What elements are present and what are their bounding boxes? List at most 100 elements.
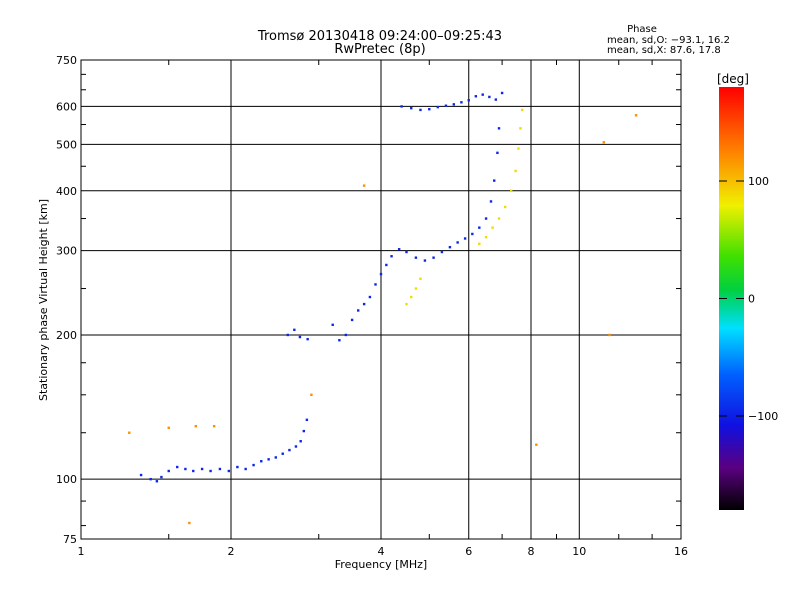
- data-point: [493, 179, 496, 182]
- x-tick-label: 2: [228, 545, 235, 558]
- data-point: [520, 108, 524, 112]
- data-point: [478, 242, 481, 245]
- data-point: [484, 217, 488, 220]
- data-point: [497, 127, 501, 130]
- data-point: [484, 235, 488, 239]
- data-point: [379, 272, 383, 276]
- x-axis-label: Frequency [MHz]: [335, 558, 427, 571]
- data-point: [350, 318, 354, 322]
- data-point: [496, 151, 499, 155]
- data-point: [267, 458, 270, 461]
- data-point: [423, 259, 427, 262]
- data-point: [293, 328, 296, 332]
- data-point: [478, 226, 481, 229]
- data-point: [471, 232, 474, 236]
- data-point: [192, 469, 195, 473]
- data-point: [298, 335, 302, 339]
- data-point: [463, 237, 467, 240]
- data-point: [200, 467, 204, 471]
- y-tick-label: 100: [56, 473, 77, 486]
- data-point: [608, 333, 611, 337]
- data-point: [299, 440, 302, 443]
- data-point: [410, 295, 413, 299]
- data-point: [294, 445, 298, 448]
- data-point: [128, 431, 131, 434]
- y-tick-label: 600: [56, 100, 77, 113]
- data-point: [535, 443, 538, 446]
- data-point: [491, 226, 494, 229]
- data-point: [212, 424, 216, 428]
- data-point: [385, 263, 388, 267]
- data-point: [452, 103, 456, 106]
- data-point: [302, 429, 306, 433]
- data-point: [419, 277, 422, 280]
- data-point: [405, 250, 408, 254]
- chart-subtitle: RwPretec (8p): [334, 42, 425, 57]
- data-point: [509, 189, 513, 192]
- data-point: [184, 467, 187, 471]
- data-point: [288, 448, 291, 452]
- y-tick-label: 200: [56, 329, 77, 342]
- data-point: [400, 105, 403, 108]
- y-tick-label: 500: [56, 138, 77, 151]
- data-point: [155, 480, 159, 483]
- data-point: [310, 393, 313, 397]
- data-point: [281, 452, 284, 455]
- data-point: [414, 287, 418, 290]
- data-point: [488, 95, 491, 99]
- data-point: [467, 99, 470, 102]
- y-tick-label: 300: [56, 245, 77, 258]
- data-point: [390, 255, 393, 258]
- colorbar-tick-label: −100: [748, 410, 778, 423]
- x-tick-label: 4: [378, 545, 385, 558]
- x-tick-label: 8: [528, 545, 535, 558]
- data-point: [344, 333, 348, 337]
- data-point: [517, 147, 520, 150]
- data-point: [176, 465, 179, 469]
- data-point: [414, 256, 418, 259]
- data-point: [500, 91, 504, 95]
- data-point: [362, 302, 366, 306]
- data-point: [286, 333, 289, 337]
- data-point: [428, 108, 431, 111]
- data-point: [331, 323, 334, 327]
- data-point: [274, 456, 277, 459]
- chart-title: Tromsø 20130418 09:24:00–09:25:43: [257, 29, 502, 44]
- data-point: [338, 339, 341, 342]
- data-point: [514, 169, 517, 173]
- data-point: [460, 101, 463, 104]
- data-point: [602, 141, 606, 144]
- y-tick-label: 400: [56, 185, 77, 198]
- data-point: [448, 245, 452, 249]
- data-point: [432, 256, 435, 259]
- data-point: [410, 106, 413, 110]
- data-point: [188, 521, 191, 525]
- data-point: [519, 127, 522, 130]
- data-point: [227, 469, 231, 473]
- plot-frame: [80, 59, 682, 540]
- data-point: [167, 469, 170, 473]
- colorbar-ticks: 100 0 −100: [719, 175, 778, 423]
- y-tick-label: 750: [56, 54, 77, 67]
- phase-stats-x: mean, sd,X: 87.6, 17.8: [607, 45, 721, 56]
- data-point: [494, 98, 498, 101]
- data-point: [149, 477, 152, 481]
- data-point: [474, 95, 478, 98]
- data-point: [481, 93, 484, 96]
- data-point: [252, 463, 255, 467]
- data-point: [440, 250, 444, 254]
- y-tick-labels: 75 100 200 300 400 500 600 750: [56, 54, 77, 546]
- data-point: [306, 337, 309, 341]
- data-point: [397, 248, 401, 251]
- phase-stats-o: mean, sd,O: −93.1, 16.2: [607, 35, 730, 46]
- data-point: [489, 200, 493, 203]
- y-axis-label: Stationary phase Virtual Height [km]: [37, 199, 50, 401]
- data-point: [236, 465, 239, 469]
- colorbar-tick-label: 0: [748, 293, 755, 306]
- data-point: [260, 460, 263, 463]
- x-tick-label: 6: [465, 545, 472, 558]
- data-point: [356, 309, 360, 312]
- data-point: [436, 105, 439, 109]
- x-tick-label: 16: [674, 545, 688, 558]
